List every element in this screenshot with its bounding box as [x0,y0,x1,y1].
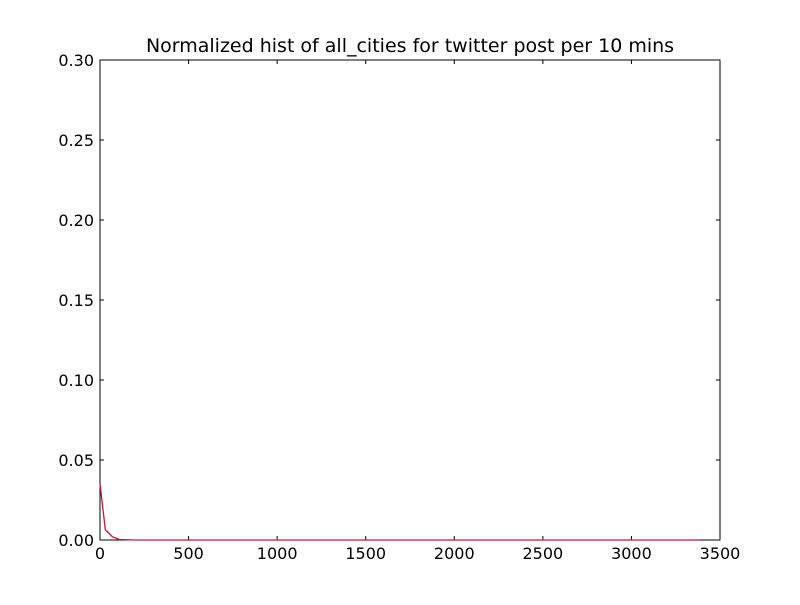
x-tick-label: 500 [173,544,204,563]
x-tick-label: 1500 [345,544,386,563]
y-tick-label: 0.25 [58,131,94,150]
y-tick-label: 0.30 [58,51,94,70]
series-layer [99,483,701,541]
x-tick-label: 3000 [611,544,652,563]
x-tick-label: 2000 [434,544,475,563]
x-tick-label: 2500 [522,544,563,563]
x-tick-label: 1000 [257,544,298,563]
x-axis: 0 500 1000 1500 2000 2500 3000 3500 [95,60,740,563]
y-axis: 0.00 0.05 0.10 0.15 0.20 0.25 0.30 [58,51,720,550]
y-tick-label: 0.15 [58,291,94,310]
x-tick-label: 0 [95,544,105,563]
plot-frame [99,59,721,541]
series-line-0 [99,483,701,541]
x-tick-label: 3500 [700,544,741,563]
chart-title: Normalized hist of all_cities for twitte… [146,35,674,57]
y-tick-label: 0.00 [58,531,94,550]
y-tick-label: 0.20 [58,211,94,230]
y-tick-label: 0.05 [58,451,94,470]
y-tick-label: 0.10 [58,371,94,390]
